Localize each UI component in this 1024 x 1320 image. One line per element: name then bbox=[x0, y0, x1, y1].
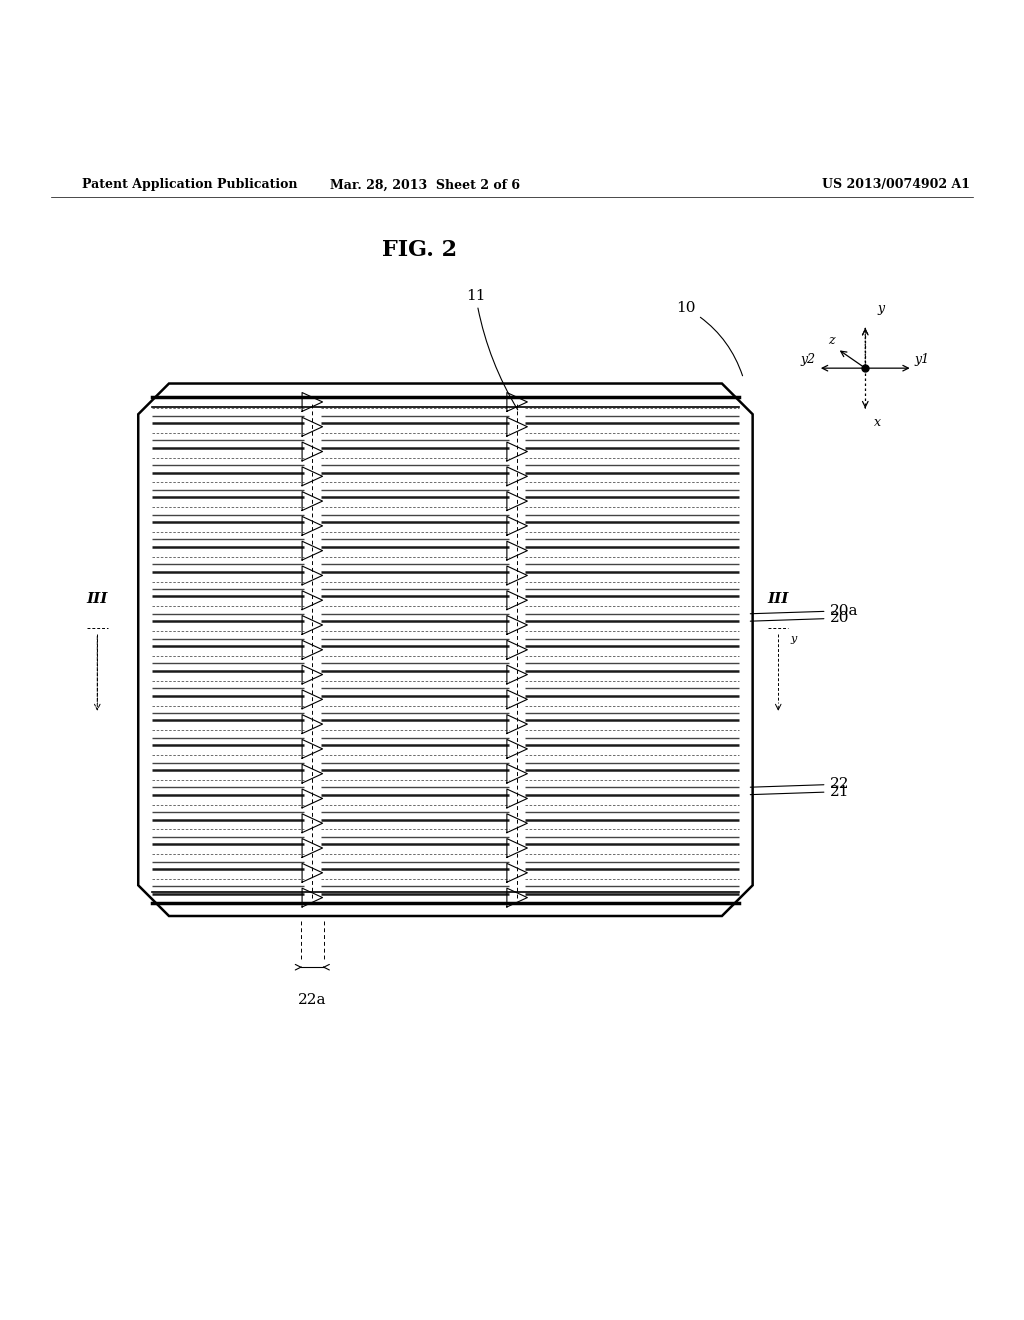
Text: III: III bbox=[87, 591, 108, 606]
Text: 22: 22 bbox=[751, 777, 849, 791]
Text: 11: 11 bbox=[466, 289, 518, 409]
Text: Mar. 28, 2013  Sheet 2 of 6: Mar. 28, 2013 Sheet 2 of 6 bbox=[330, 178, 520, 191]
Text: III: III bbox=[768, 591, 788, 606]
Text: FIG. 2: FIG. 2 bbox=[382, 239, 458, 261]
Polygon shape bbox=[138, 384, 753, 916]
Text: US 2013/0074902 A1: US 2013/0074902 A1 bbox=[822, 178, 970, 191]
Text: Patent Application Publication: Patent Application Publication bbox=[82, 178, 297, 191]
Text: y: y bbox=[791, 634, 797, 644]
Text: 10: 10 bbox=[676, 301, 742, 376]
Text: x: x bbox=[873, 416, 881, 429]
Text: y2: y2 bbox=[801, 354, 816, 367]
Text: 20a: 20a bbox=[751, 603, 858, 618]
Text: y1: y1 bbox=[914, 354, 930, 367]
Text: 22a: 22a bbox=[298, 993, 327, 1007]
Text: 20: 20 bbox=[751, 611, 849, 626]
Text: 21: 21 bbox=[751, 784, 849, 799]
Text: z: z bbox=[827, 334, 835, 347]
Text: y: y bbox=[878, 302, 885, 315]
